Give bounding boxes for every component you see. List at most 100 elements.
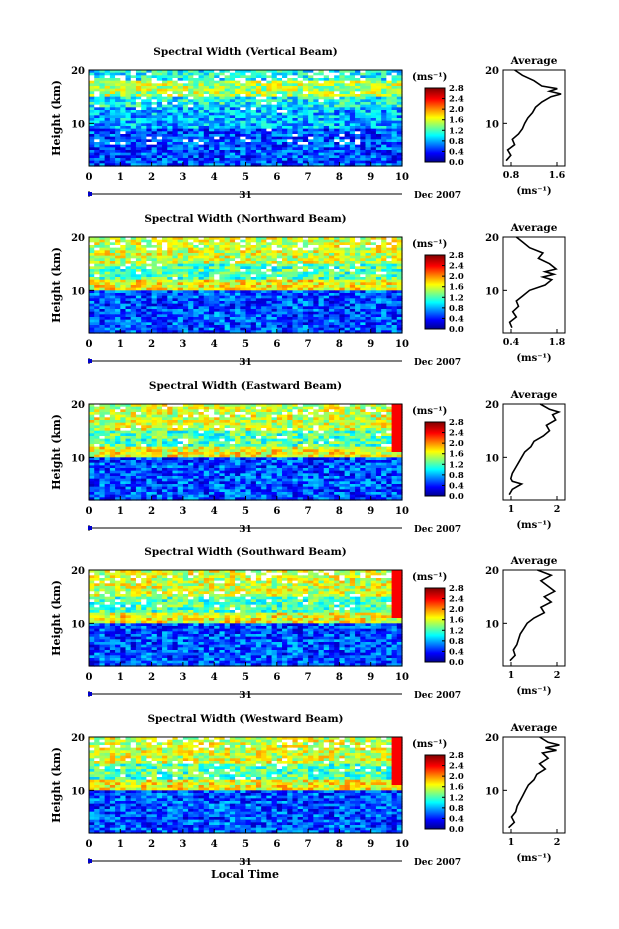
heatmap-cell	[255, 287, 262, 291]
heatmap-cell	[292, 303, 299, 307]
heatmap-cell	[224, 269, 231, 273]
heatmap-cell	[360, 78, 367, 82]
heatmap-cell	[302, 120, 309, 124]
heatmap-cell	[214, 107, 221, 111]
heatmap-cell	[297, 422, 304, 426]
heatmap-cell	[271, 237, 278, 241]
heatmap-cell	[104, 142, 111, 146]
heatmap-cell	[94, 131, 101, 135]
heatmap-cell	[99, 420, 106, 424]
heatmap-cell	[386, 163, 393, 167]
heatmap-cell	[245, 150, 252, 154]
heatmap-cell	[115, 298, 121, 302]
heatmap-cell	[240, 144, 247, 148]
heatmap-cell	[381, 239, 387, 243]
heatmap-cell	[271, 72, 278, 76]
heatmap-cell	[375, 94, 382, 98]
heatmap-cell	[355, 94, 361, 98]
heatmap-cell	[297, 330, 304, 334]
heatmap-cell	[370, 158, 377, 162]
heatmap-cell	[99, 245, 106, 249]
heatmap-cell	[381, 250, 387, 254]
heatmap-cell	[250, 155, 257, 159]
heatmap-cell	[349, 306, 356, 310]
heatmap-cell	[334, 266, 340, 270]
heatmap-cell	[261, 327, 267, 331]
heatmap-cell	[156, 96, 163, 100]
heatmap-cell	[229, 158, 236, 162]
heatmap-cell	[219, 306, 226, 310]
colorbar-tick-label: 2.8	[449, 84, 464, 94]
heatmap-cell	[162, 120, 168, 124]
average-x-tick-label: 0.8	[503, 170, 520, 181]
heatmap-cell	[370, 163, 377, 167]
heatmap-cell	[255, 72, 262, 76]
heatmap-cell	[297, 104, 304, 108]
heatmap-cell	[370, 404, 377, 408]
heatmap-cell	[219, 88, 226, 92]
heatmap-cell	[292, 327, 299, 331]
heatmap-cell	[375, 404, 382, 408]
heatmap-cell	[308, 91, 314, 95]
heatmap-cell	[229, 306, 236, 310]
heatmap-cell	[99, 266, 106, 270]
heatmap-cell	[355, 144, 361, 148]
heatmap-cell	[323, 131, 330, 135]
heatmap-cell	[282, 274, 288, 278]
heatmap-cell	[266, 237, 273, 241]
heatmap-cell	[339, 303, 346, 307]
heatmap-cell	[360, 255, 367, 259]
heatmap-cell	[396, 163, 403, 167]
heatmap-cell	[287, 245, 294, 249]
heatmap-cell	[396, 155, 403, 159]
heatmap-cell	[177, 158, 184, 162]
heatmap-cell	[360, 118, 367, 122]
heatmap-cell	[297, 158, 304, 162]
heatmap-cell	[146, 131, 153, 135]
heatmap-cell	[104, 118, 111, 122]
heatmap-cell	[240, 253, 247, 257]
heatmap-cell	[156, 250, 163, 254]
heatmap-cell	[89, 428, 95, 432]
heatmap-cell	[302, 282, 309, 286]
heatmap-cell	[120, 287, 127, 291]
heatmap-cell	[396, 409, 403, 413]
heatmap-cell	[162, 303, 168, 307]
heatmap-cell	[162, 282, 168, 286]
heatmap-cell	[203, 420, 210, 424]
heatmap-cell	[151, 245, 158, 249]
heatmap-cell	[292, 96, 299, 100]
heatmap-cell	[146, 404, 153, 408]
heatmap-cell	[94, 255, 101, 259]
heatmap-cell	[125, 269, 132, 273]
heatmap-cell	[386, 309, 393, 313]
heatmap-cell	[130, 269, 137, 273]
heatmap-cell	[323, 263, 330, 267]
heatmap-cell	[271, 277, 278, 281]
heatmap-cell	[328, 142, 335, 146]
heatmap-cell	[156, 277, 163, 281]
heatmap-cell	[391, 414, 398, 418]
heatmap-cell	[177, 287, 184, 291]
heatmap-cell	[245, 425, 252, 429]
heatmap-cell	[250, 311, 257, 315]
heatmap-cell	[370, 306, 377, 310]
heatmap-cell	[104, 83, 111, 87]
heatmap-cell	[271, 293, 278, 297]
heatmap-cell	[229, 290, 236, 294]
heatmap-cell	[250, 422, 257, 426]
heatmap-cell	[360, 311, 367, 315]
heatmap-cell	[89, 285, 95, 289]
heatmap-cell	[214, 269, 221, 273]
heatmap-cell	[391, 126, 398, 130]
heatmap-cell	[104, 258, 111, 262]
heatmap-cell	[141, 126, 147, 130]
heatmap-cell	[130, 325, 137, 329]
heatmap-cell	[219, 422, 226, 426]
heatmap-cell	[151, 91, 158, 95]
heatmap-cell	[177, 245, 184, 249]
heatmap-cell	[120, 414, 127, 418]
heatmap-cell	[344, 253, 351, 257]
heatmap-cell	[266, 301, 273, 305]
heatmap-cell	[125, 134, 132, 138]
